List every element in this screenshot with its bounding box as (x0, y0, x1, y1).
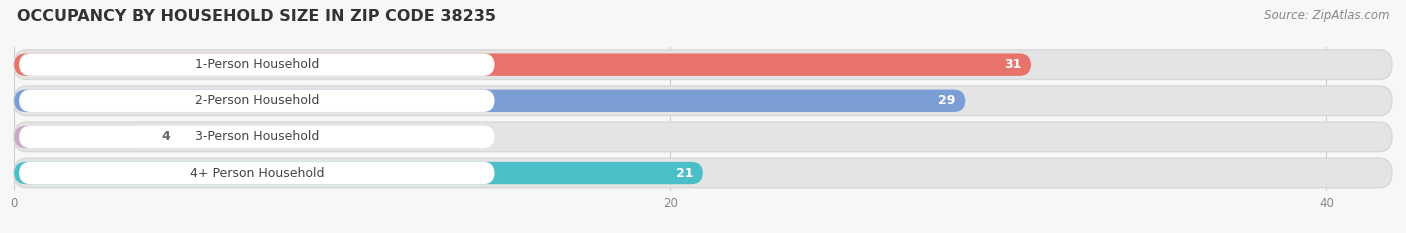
Text: OCCUPANCY BY HOUSEHOLD SIZE IN ZIP CODE 38235: OCCUPANCY BY HOUSEHOLD SIZE IN ZIP CODE … (17, 9, 496, 24)
Text: 4: 4 (162, 130, 170, 143)
FancyBboxPatch shape (14, 53, 1031, 76)
FancyBboxPatch shape (14, 86, 1392, 116)
FancyBboxPatch shape (14, 50, 1392, 79)
FancyBboxPatch shape (14, 162, 703, 184)
Text: 2-Person Household: 2-Person Household (194, 94, 319, 107)
Text: Source: ZipAtlas.com: Source: ZipAtlas.com (1264, 9, 1389, 22)
Text: 21: 21 (676, 167, 693, 179)
FancyBboxPatch shape (20, 53, 495, 76)
FancyBboxPatch shape (20, 89, 495, 112)
Text: 3-Person Household: 3-Person Household (194, 130, 319, 143)
FancyBboxPatch shape (20, 162, 495, 184)
Text: 1-Person Household: 1-Person Household (194, 58, 319, 71)
FancyBboxPatch shape (14, 122, 1392, 152)
Text: 31: 31 (1004, 58, 1021, 71)
Text: 4+ Person Household: 4+ Person Household (190, 167, 323, 179)
Text: 29: 29 (938, 94, 956, 107)
FancyBboxPatch shape (14, 89, 966, 112)
FancyBboxPatch shape (20, 126, 495, 148)
FancyBboxPatch shape (14, 158, 1392, 188)
FancyBboxPatch shape (14, 126, 145, 148)
